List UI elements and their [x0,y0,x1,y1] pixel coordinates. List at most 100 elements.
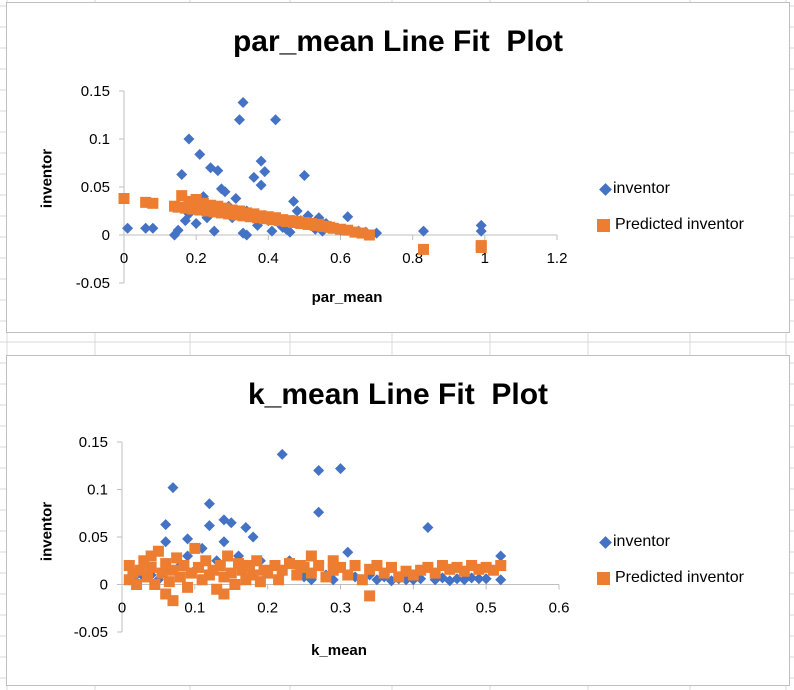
x-tick-label: 0.8 [402,250,423,267]
legend-label: inventor [613,180,670,197]
y-tick-label: 0.15 [79,434,108,451]
data-point-predicted [189,542,201,554]
legend-entry-inventor: inventor [597,524,744,560]
data-point-predicted [298,561,310,573]
x-tick-label: 1 [481,250,489,267]
data-point-predicted [422,561,434,573]
data-point-predicted [167,564,179,576]
data-point-predicted [182,581,194,593]
chart-title: k_mean Line Fit Plot [247,378,549,411]
data-point-predicted [174,571,186,583]
data-point-predicted [305,567,317,579]
k-mean-plot-area: -0.05 0 0.05 0.1 0.15 0 0.1 0.2 0.3 0.4 0.5 0.6 [74,434,570,641]
data-point-predicted [196,574,208,586]
data-point-predicted [134,564,146,576]
par-mean-chart[interactable]: -0.05 0 0.05 0.1 0.15 0 0.2 0.4 0.6 0.8 1 1.2 par_m… [6,2,790,333]
x-tick-label: 0.4 [403,600,424,617]
data-point-inventor [203,520,215,532]
data-point-predicted [407,569,419,581]
data-point-predicted [171,552,183,564]
data-point-inventor [291,205,303,217]
data-point-predicted [145,550,157,562]
data-point-predicted [211,583,223,595]
data-point-predicted [212,200,224,212]
data-point-predicted [327,222,339,234]
data-point-predicted [385,561,397,573]
y-axis-label: inventor [38,501,56,562]
x-axis-label: par_mean [311,289,383,306]
data-point-predicted [291,569,303,581]
data-point-predicted [163,576,175,588]
data-point-predicted [364,563,376,575]
legend-label: Predicted inventor [615,216,744,233]
y-tick-label: -0.05 [74,624,108,641]
data-point-inventor [473,573,485,585]
y-axis-label: inventor [38,148,56,209]
data-point-predicted [197,197,209,209]
data-point-predicted [273,574,285,586]
data-point-predicted [363,229,375,241]
square-marker-icon [597,218,610,232]
data-point-inventor [480,573,492,585]
data-point-predicted [233,558,245,570]
data-point-inventor [342,546,354,558]
data-point-inventor [208,225,220,237]
data-point-predicted [254,576,266,588]
data-point-predicted [327,564,339,576]
data-point-inventor [248,171,260,183]
data-point-predicted [201,205,213,217]
data-point-inventor [466,572,478,584]
k-mean-chart[interactable]: -0.05 0 0.05 0.1 0.15 0 0.1 0.2 0.3 0.4 0.5 0.6 k_m… [6,355,790,686]
chart-title: par_mean Line Fit Plot [232,25,564,58]
data-point-predicted [214,560,226,571]
data-point-inventor [176,169,188,181]
data-point-predicted [417,243,429,255]
data-point-predicted [356,227,368,239]
data-point-predicted [480,561,492,573]
x-tick-label: 1.2 [547,250,568,267]
data-point-predicted [179,202,191,214]
data-point-predicted [160,558,172,570]
data-point-inventor [167,482,179,494]
data-point-predicted [378,567,390,579]
square-marker-icon [597,571,610,585]
data-point-inventor [237,97,249,109]
data-point-inventor [147,222,159,234]
data-point-predicted [236,564,248,576]
data-point-predicted [276,564,288,576]
x-tick-label: 0 [118,600,126,617]
data-point-predicted [187,203,199,215]
data-point-predicted [247,569,259,581]
data-point-inventor [160,519,172,531]
data-point-predicted [178,560,190,571]
data-point-predicted [205,199,217,211]
data-point-predicted [364,590,376,602]
legend: inventor Predicted inventor [597,524,744,596]
data-point-predicted [218,571,230,583]
data-point-predicted [305,550,317,562]
data-point-inventor [233,114,245,126]
data-point-predicted [458,565,470,577]
x-axis-label: k_mean [311,642,367,659]
data-point-inventor [417,225,429,237]
data-point-predicted [495,560,507,571]
data-point-inventor [203,498,215,510]
y-tick-label: 0 [100,577,108,594]
data-point-predicted [200,555,212,567]
data-point-predicted [123,560,135,571]
data-point-predicted [349,226,361,238]
y-tick-label: 0.15 [81,83,110,100]
data-point-predicted [183,195,195,207]
data-point-predicted [194,204,206,216]
y-tick-label: 0.1 [89,131,110,148]
data-point-predicted [152,545,164,557]
data-point-predicted [127,567,139,579]
legend-entry-inventor: inventor [597,171,744,207]
data-point-predicted [451,561,463,573]
data-point-inventor [313,465,325,476]
data-point-predicted [313,560,325,571]
series-predicted-inventor [123,542,507,607]
data-point-inventor [194,148,206,160]
data-point-predicted [269,560,281,571]
data-point-inventor [313,506,325,518]
